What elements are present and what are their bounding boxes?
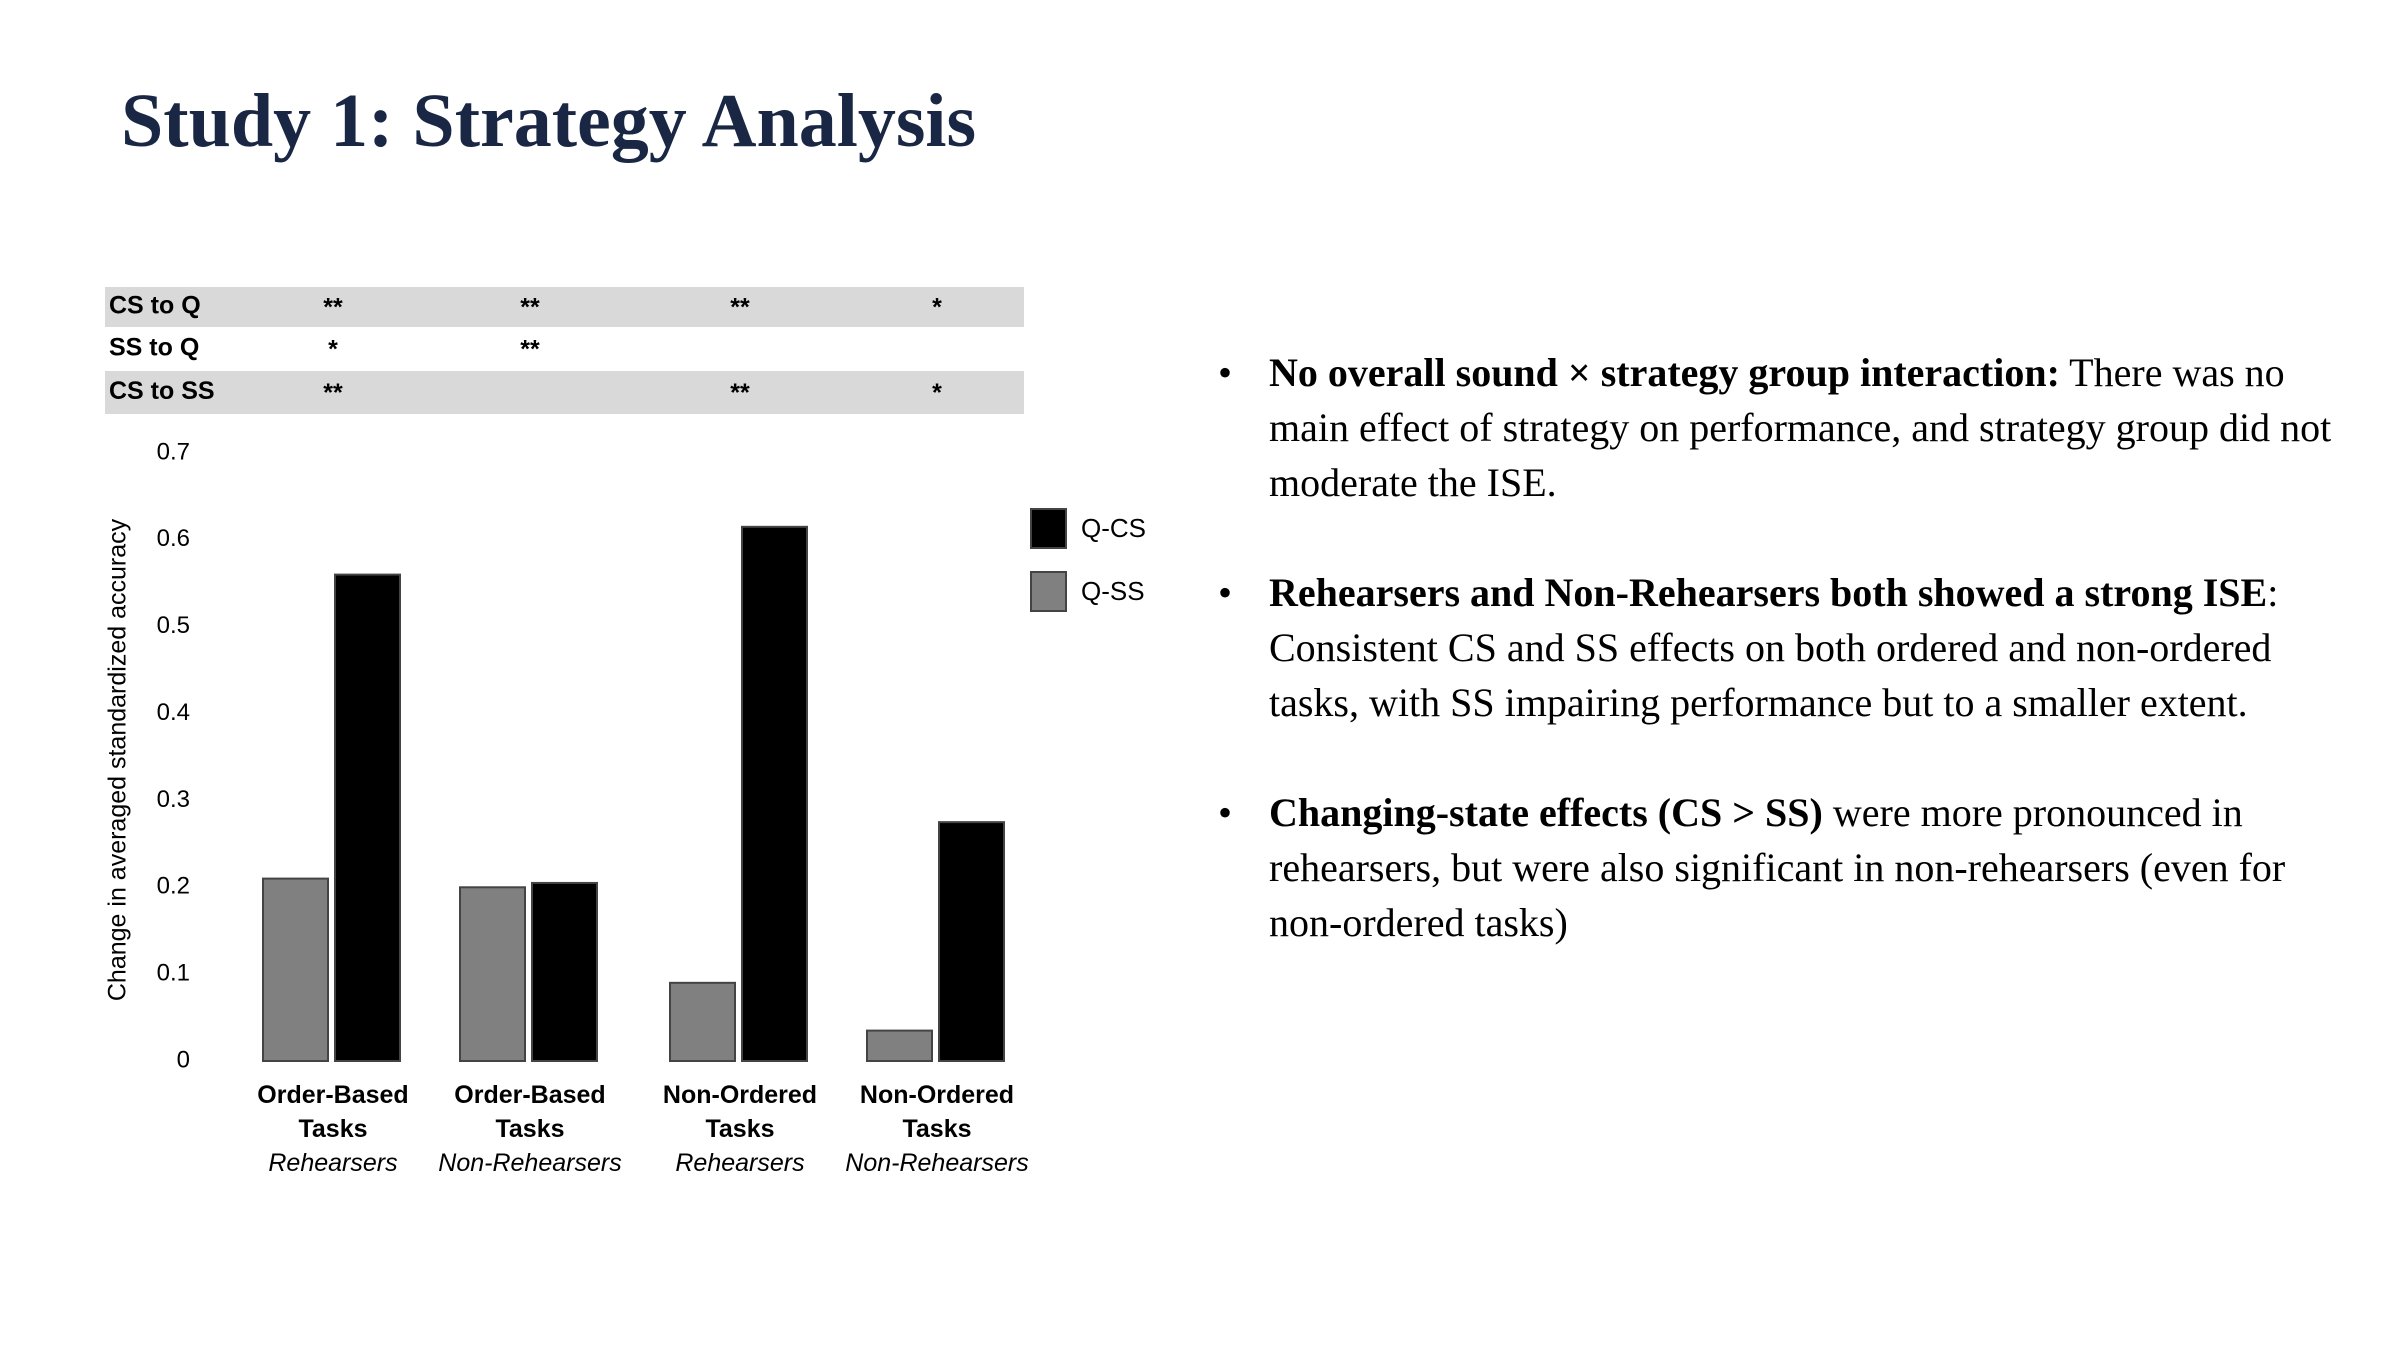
y-tick-label: 0	[177, 1046, 190, 1073]
significance-mark: **	[520, 336, 540, 364]
category-label: Order-Based Tasks Non-Rehearsers	[430, 1078, 630, 1180]
chart: Change in averaged standardized accuracy…	[104, 287, 1146, 1073]
bullet-heading: No overall sound × strategy group intera…	[1269, 350, 2060, 395]
bullet-heading: Changing-state effects (CS > SS)	[1269, 790, 1823, 835]
category-group: Non-Rehearsers	[845, 1149, 1029, 1177]
legend-label: Q-SS	[1081, 576, 1145, 606]
significance-mark: **	[730, 294, 750, 322]
category-name: Non-Ordered Tasks	[662, 1081, 818, 1143]
bullet-item: Changing-state effects (CS > SS) were mo…	[1218, 785, 2358, 950]
category-label: Non-Ordered Tasks Rehearsers	[640, 1078, 840, 1180]
y-tick-label: 0.4	[157, 699, 190, 726]
bar	[938, 821, 1005, 1063]
significance-mark: **	[323, 379, 343, 407]
row-label: SS to Q	[109, 334, 199, 362]
category-group: Non-Rehearsers	[438, 1149, 622, 1177]
row-label: CS to SS	[109, 377, 215, 405]
bullet-item: Rehearsers and Non-Rehearsers both showe…	[1218, 565, 2358, 730]
significance-mark: *	[328, 336, 338, 364]
slide-title: Study 1: Strategy Analysis	[121, 79, 977, 163]
legend-swatch	[1030, 571, 1067, 612]
bar	[741, 525, 808, 1062]
bar	[459, 886, 526, 1062]
category-label: Non-Ordered Tasks Non-Rehearsers	[837, 1078, 1037, 1180]
significance-mark: **	[323, 294, 343, 322]
category-label: Order-Based Tasks Rehearsers	[233, 1078, 433, 1180]
bar	[531, 881, 598, 1063]
bar	[866, 1029, 933, 1062]
category-name: Non-Ordered Tasks	[859, 1081, 1015, 1143]
category-group: Rehearsers	[675, 1149, 805, 1177]
row-label: CS to Q	[109, 292, 201, 320]
y-tick-label: 0.5	[157, 612, 190, 639]
significance-mark: *	[932, 379, 942, 407]
bar	[262, 877, 329, 1062]
y-axis-label: Change in averaged standardized accuracy	[104, 518, 132, 1001]
table-row-band	[105, 287, 1024, 327]
bar	[669, 981, 736, 1062]
significance-mark: **	[730, 379, 750, 407]
significance-mark: *	[932, 294, 942, 322]
y-tick-label: 0.6	[157, 525, 190, 552]
bullet-text: were more pronounced in rehearsers, but …	[1269, 790, 2286, 945]
bar	[334, 573, 401, 1062]
table-row-band	[105, 371, 1024, 414]
category-group: Rehearsers	[268, 1149, 398, 1177]
bullet-text: There was no main effect of strategy on …	[1269, 350, 2332, 505]
y-tick-label: 0.3	[157, 786, 190, 813]
bullet-list: No overall sound × strategy group intera…	[1218, 345, 2358, 1005]
y-tick-label: 0.7	[157, 438, 190, 465]
legend-label: Q-CS	[1081, 513, 1146, 543]
category-name: Order-Based Tasks	[257, 1081, 409, 1143]
bullet-heading: Rehearsers and Non-Rehearsers both showe…	[1269, 570, 2268, 615]
bullet-item: No overall sound × strategy group intera…	[1218, 345, 2358, 510]
y-tick-label: 0.1	[157, 959, 190, 986]
bullet-text: : Consistent CS and SS effects on both o…	[1269, 570, 2279, 725]
y-tick-label: 0.2	[157, 873, 190, 900]
significance-mark: **	[520, 294, 540, 322]
legend-swatch	[1030, 508, 1067, 549]
category-name: Order-Based Tasks	[454, 1081, 606, 1143]
